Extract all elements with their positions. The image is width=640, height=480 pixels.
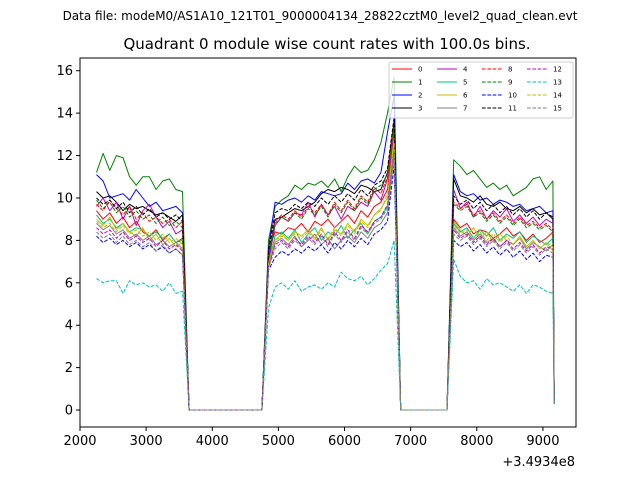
legend-label-7: 7	[463, 105, 467, 113]
y-tick-label-0: 0	[65, 404, 73, 419]
x-axis-offset-label: +3.4934e8	[502, 455, 575, 470]
series-line-9	[96, 123, 555, 411]
series-line-3	[96, 121, 555, 411]
y-tick-label-16: 16	[56, 64, 73, 79]
y-tick-label-14: 14	[56, 107, 73, 122]
y-axis: 0 2 4 6 8 10 12 14 16	[56, 64, 80, 419]
series-line-4	[96, 133, 555, 411]
x-tick-label-7000: 7000	[394, 434, 427, 449]
legend-label-4: 4	[463, 66, 468, 74]
plot-area	[79, 57, 577, 428]
y-tick-label-6: 6	[65, 276, 73, 291]
x-tick-label-9000: 9000	[526, 434, 559, 449]
legend-frame	[388, 61, 574, 119]
x-tick-label-8000: 8000	[460, 434, 493, 449]
series-line-14	[96, 142, 555, 411]
series-line-6	[96, 138, 555, 411]
legend-label-8: 8	[508, 66, 512, 74]
legend-label-14: 14	[553, 92, 562, 100]
chart-suptitle: Data file: modeM0/AS1A10_121T01_90000041…	[63, 9, 578, 23]
y-tick-label-2: 2	[65, 361, 73, 376]
legend-label-1: 1	[418, 79, 422, 87]
legend-label-10: 10	[508, 92, 517, 100]
y-tick-label-10: 10	[56, 191, 73, 206]
series-line-11	[96, 116, 555, 411]
legend-label-13: 13	[553, 79, 562, 87]
legend-label-5: 5	[463, 79, 467, 87]
axes-frame	[79, 57, 577, 428]
legend-label-11: 11	[508, 105, 517, 113]
series-layer	[96, 76, 555, 411]
y-tick-label-4: 4	[65, 319, 73, 334]
series-line-1	[96, 76, 555, 411]
x-tick-label-5000: 5000	[262, 434, 295, 449]
legend-label-0: 0	[418, 66, 422, 74]
x-tick-label-4000: 4000	[196, 434, 229, 449]
chart-title: Quadrant 0 module wise count rates with …	[123, 35, 530, 53]
legend-label-15: 15	[553, 105, 562, 113]
legend-label-3: 3	[418, 105, 422, 113]
x-axis: 2000 3000 4000 5000 6000 7000 8000 9000	[63, 427, 559, 449]
y-tick-label-8: 8	[65, 234, 73, 249]
series-line-13	[96, 239, 555, 411]
series-line-15	[96, 152, 555, 411]
series-line-10	[96, 165, 555, 411]
y-tick-label-12: 12	[56, 149, 73, 164]
legend-label-9: 9	[508, 79, 512, 87]
series-line-5	[96, 144, 555, 411]
x-tick-label-6000: 6000	[328, 434, 361, 449]
x-tick-label-3000: 3000	[130, 434, 163, 449]
series-line-2	[96, 95, 555, 411]
legend-label-2: 2	[418, 92, 422, 100]
series-line-8	[96, 125, 555, 411]
legend-label-6: 6	[463, 92, 468, 100]
x-tick-label-2000: 2000	[63, 434, 96, 449]
legend-label-12: 12	[553, 66, 562, 74]
series-line-7	[96, 155, 555, 411]
